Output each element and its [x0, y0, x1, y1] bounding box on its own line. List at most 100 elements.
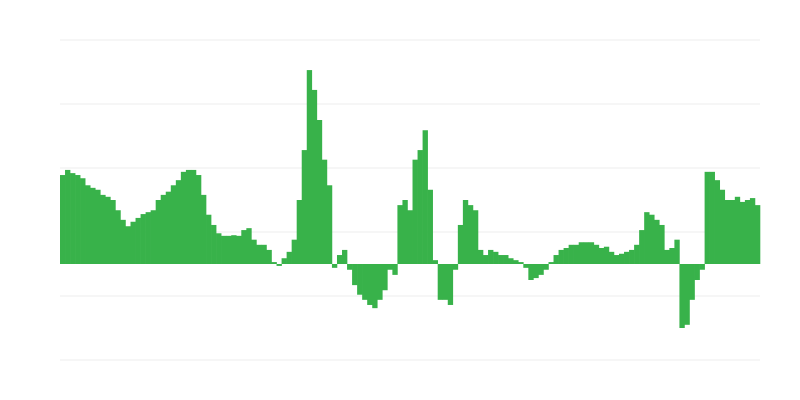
bar	[593, 244, 600, 264]
bar	[664, 249, 670, 264]
bar	[190, 169, 197, 264]
bar	[331, 264, 338, 268]
bar	[472, 210, 479, 264]
bar	[442, 264, 449, 300]
bar	[185, 169, 192, 264]
bar	[452, 264, 459, 270]
bar	[90, 187, 96, 264]
bar	[503, 255, 509, 264]
bar	[543, 264, 549, 270]
bar	[276, 264, 282, 266]
bar	[523, 264, 529, 268]
bar	[357, 264, 363, 295]
bar	[336, 255, 343, 264]
bar	[558, 249, 564, 264]
bar	[704, 171, 710, 264]
bar	[719, 189, 726, 264]
bar	[266, 249, 272, 264]
bar	[206, 214, 212, 264]
bar	[754, 205, 761, 264]
bar	[246, 228, 252, 264]
bar	[467, 205, 474, 264]
bar	[216, 233, 222, 264]
bar	[372, 264, 378, 309]
bar	[457, 224, 464, 264]
bar	[75, 175, 81, 264]
bar	[140, 214, 146, 264]
bar	[195, 175, 202, 264]
bar	[422, 130, 428, 264]
bar	[649, 214, 655, 264]
bar	[170, 185, 177, 264]
bar	[669, 248, 675, 264]
bar	[437, 264, 444, 300]
bar	[160, 194, 167, 264]
bar	[342, 249, 348, 264]
bar	[241, 230, 247, 264]
bar	[201, 194, 207, 264]
bar	[493, 251, 499, 264]
bar	[70, 173, 76, 264]
bar	[281, 258, 287, 264]
bar	[377, 264, 383, 300]
bar	[226, 235, 232, 264]
bar	[407, 210, 413, 264]
bar	[316, 120, 323, 264]
bar	[180, 171, 187, 264]
bar	[110, 200, 116, 264]
bar	[608, 251, 615, 264]
bar	[634, 244, 640, 264]
bar	[694, 264, 700, 280]
bar	[130, 221, 136, 264]
bar	[513, 260, 519, 264]
bar	[236, 235, 242, 264]
bar	[639, 230, 645, 264]
bar	[644, 212, 650, 264]
bar	[221, 235, 227, 264]
bar	[563, 248, 569, 264]
bar	[553, 255, 559, 264]
bar	[392, 264, 398, 275]
bar	[689, 264, 695, 300]
bar	[387, 264, 393, 270]
bar	[397, 205, 403, 264]
bar	[724, 200, 731, 264]
bar	[321, 159, 328, 264]
bar	[488, 249, 494, 264]
bar	[95, 189, 101, 264]
bar	[714, 180, 721, 264]
bar	[618, 253, 625, 264]
bar	[271, 262, 277, 264]
bar	[60, 175, 66, 264]
bar	[533, 264, 539, 279]
bar	[165, 191, 172, 264]
bar	[417, 150, 423, 264]
bar	[362, 264, 368, 300]
bar	[709, 171, 715, 264]
bar	[367, 264, 373, 305]
bar	[261, 244, 267, 264]
bar	[251, 239, 257, 264]
bar	[301, 150, 308, 264]
bar	[462, 200, 469, 264]
bar	[231, 235, 237, 264]
bar	[624, 251, 630, 264]
bar	[498, 255, 504, 264]
bar	[447, 264, 454, 305]
bar	[588, 242, 595, 264]
bar	[744, 200, 751, 264]
bar	[654, 219, 660, 264]
bar	[120, 219, 126, 264]
bar	[382, 264, 388, 291]
bar	[347, 264, 353, 270]
bar	[150, 210, 156, 264]
bar	[256, 244, 262, 264]
bar	[286, 251, 292, 264]
bar	[477, 249, 484, 264]
bar	[296, 200, 303, 264]
bar	[679, 264, 685, 328]
bar	[311, 89, 318, 264]
bar	[125, 226, 131, 264]
bar	[145, 212, 151, 264]
